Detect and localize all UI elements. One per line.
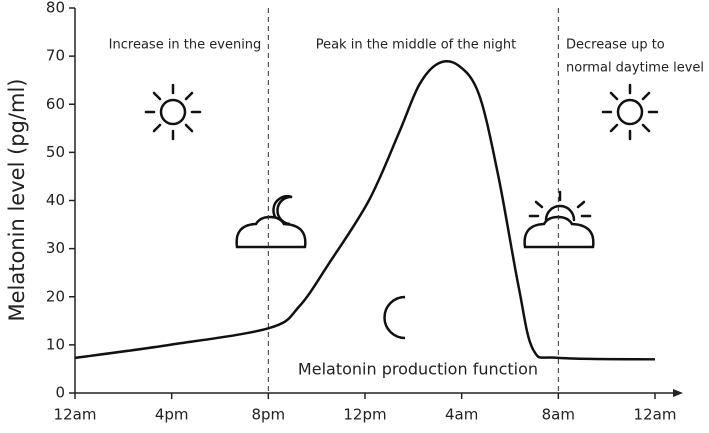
- sun-icon: [144, 83, 202, 141]
- annotation: normal daytime level: [566, 61, 704, 76]
- y-tick-label: 70: [46, 47, 65, 65]
- annotation: Decrease up to: [566, 38, 665, 53]
- y-tick-label: 60: [46, 95, 65, 113]
- moonset-icon: [235, 195, 307, 249]
- annotation: Peak in the middle of the night: [316, 38, 517, 53]
- moon-icon: [383, 295, 406, 340]
- y-tick-label: 80: [46, 0, 65, 17]
- y-tick-label: 10: [46, 335, 65, 353]
- sun-icon: [601, 83, 659, 141]
- x-tick-label: 4am: [445, 406, 478, 424]
- x-tick-label: 4pm: [155, 406, 189, 424]
- data-line: [74, 60, 656, 361]
- y-tick-label: 20: [46, 287, 65, 305]
- annotation: Increase in the evening: [109, 38, 262, 53]
- y-tick-label: 40: [46, 191, 65, 209]
- y-tick-label: 50: [46, 143, 65, 161]
- sunrise-icon: [523, 190, 595, 249]
- x-tick-label: 8pm: [251, 406, 285, 424]
- series-label: Melatonin production function: [298, 360, 538, 379]
- x-tick-label: 12am: [634, 406, 677, 424]
- y-axis-label: Melatonin level (pg/ml): [5, 79, 29, 322]
- x-axis-arrow: [673, 389, 683, 397]
- x-tick-label: 8am: [542, 406, 575, 424]
- x-tick-label: 12pm: [343, 406, 386, 424]
- y-tick-label: 30: [46, 239, 65, 257]
- x-tick-label: 12am: [54, 406, 97, 424]
- y-tick-label: 0: [55, 384, 65, 402]
